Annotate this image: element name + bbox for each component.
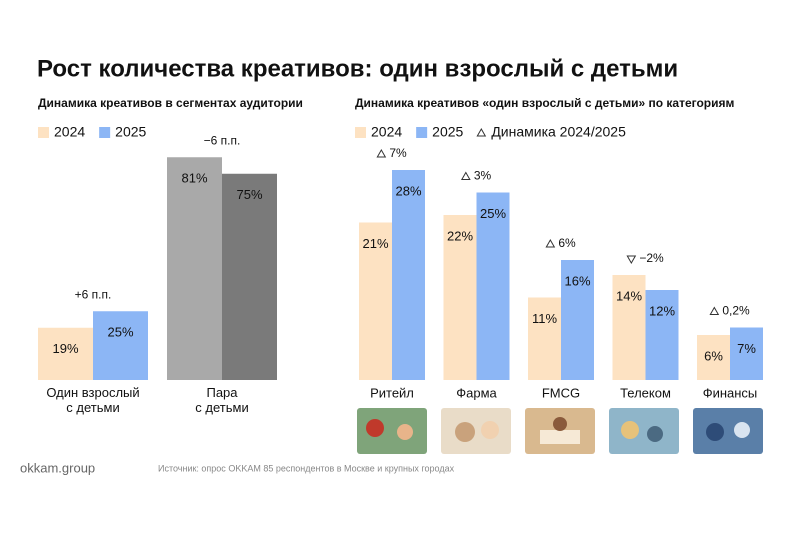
value-label: 16%: [564, 273, 590, 288]
subtitle: Динамика креативов в сегментах аудитории: [38, 96, 303, 110]
category-label: FMCG: [542, 385, 580, 400]
bar: [730, 327, 763, 380]
value-label: 21%: [362, 236, 388, 251]
change-icon: [376, 148, 387, 158]
value-label: 25%: [480, 206, 506, 221]
photos: [357, 408, 763, 454]
legend-label: Динамика 2024/2025: [491, 124, 626, 140]
legend-label: 2025: [432, 124, 463, 140]
value-label: 25%: [107, 325, 133, 340]
change-icon: [460, 171, 471, 180]
change-label: 0,2%: [722, 304, 750, 318]
subtitle: Динамика креативов «один взрослый с деть…: [355, 96, 735, 110]
change-label: 6%: [558, 236, 576, 250]
value-label: 6%: [704, 348, 723, 363]
change-icon: [476, 127, 487, 137]
bar: [612, 275, 646, 380]
legend-swatch: [99, 127, 111, 138]
legend-swatch: [416, 127, 428, 138]
legend-label: 2024: [371, 124, 402, 140]
bar: [222, 173, 277, 380]
bar: [392, 170, 425, 380]
legend-swatch: [355, 127, 366, 138]
category-label: Телеком: [620, 385, 671, 400]
category-label: Ритейл: [370, 385, 414, 400]
value-label: 75%: [236, 187, 262, 202]
bar: [38, 327, 93, 380]
value-label: 14%: [616, 288, 642, 303]
bar: [528, 297, 561, 380]
title: Рост количества креативов: один взрослый…: [37, 55, 678, 82]
bar: [476, 192, 510, 380]
category-label: Пара с детьми: [195, 385, 248, 415]
value-label: 12%: [649, 303, 675, 318]
change-label: 3%: [474, 169, 492, 183]
bar: [561, 260, 594, 380]
legend-swatch: [38, 127, 49, 138]
bar: [359, 222, 392, 380]
legend-label: 2024: [54, 124, 85, 140]
bar: [697, 335, 730, 380]
category-label: Фарма: [456, 385, 497, 400]
value-label: 11%: [532, 311, 557, 326]
change-icon: [626, 255, 637, 265]
bar: [93, 311, 148, 380]
bar: [443, 215, 477, 380]
value-label: 81%: [181, 171, 207, 186]
brand: okkam.group: [20, 460, 95, 475]
value-label: 7%: [737, 341, 756, 356]
category-label: Финансы: [703, 385, 758, 400]
legend-label: 2025: [115, 124, 146, 140]
value-label: 19%: [52, 341, 78, 356]
bar: [645, 290, 679, 380]
category-label: Один взрослый с детьми: [46, 385, 139, 415]
source: Источник: опрос OKKAM 85 респондентов в …: [158, 463, 455, 473]
change-label: −2%: [639, 251, 664, 265]
value-label: 22%: [447, 228, 473, 243]
change-icon: [709, 306, 720, 315]
value-label: 28%: [395, 183, 421, 198]
change-icon: [545, 238, 556, 248]
bar: [167, 157, 222, 380]
change-label: +6 п.п.: [75, 287, 112, 301]
change-label: −6 п.п.: [204, 133, 241, 147]
change-label: 7%: [389, 146, 407, 160]
